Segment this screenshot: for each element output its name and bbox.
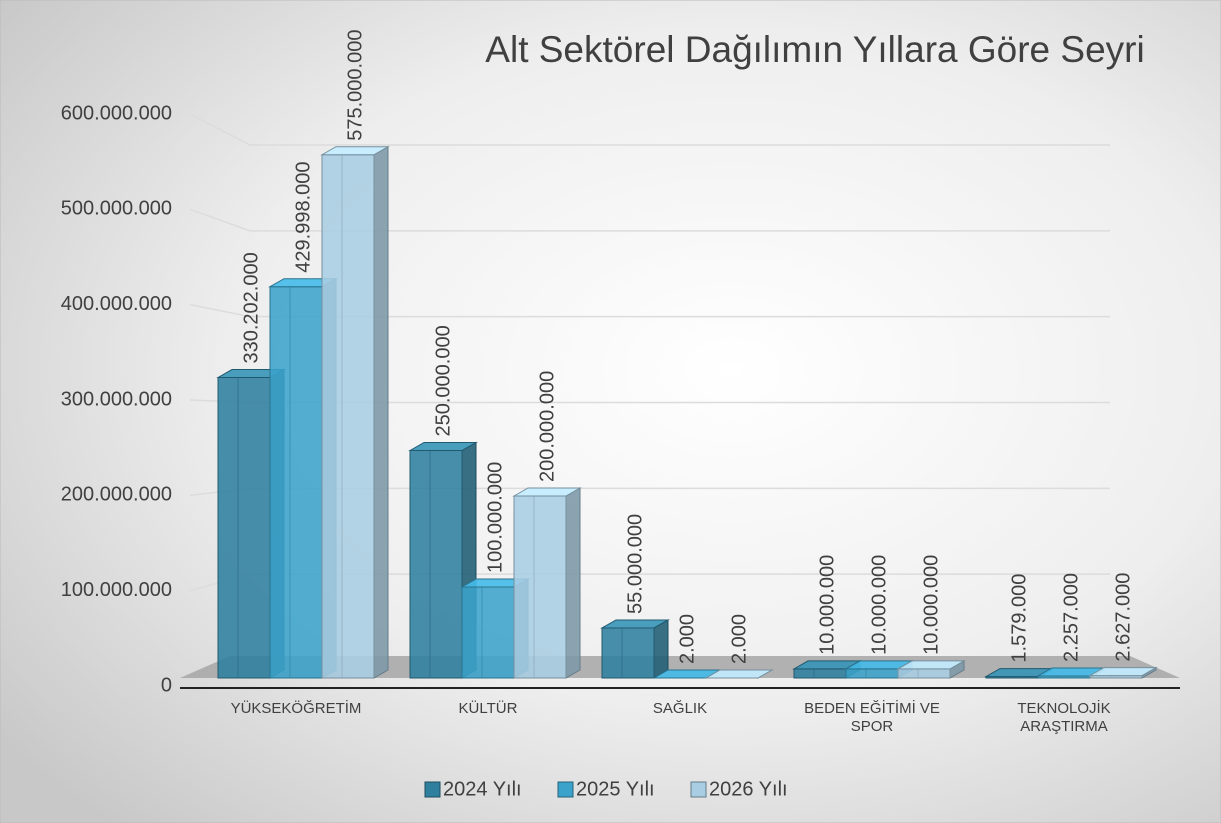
value-label: 10.000.000 bbox=[920, 555, 942, 655]
legend-swatch bbox=[424, 781, 441, 798]
bar-side bbox=[373, 145, 389, 679]
bar-front bbox=[409, 450, 463, 679]
bar-top bbox=[600, 619, 670, 629]
legend-swatch bbox=[557, 781, 574, 798]
value-label: 330.202.000 bbox=[240, 252, 262, 363]
y-tick-label: 400.000.000 bbox=[61, 293, 172, 315]
value-label: 250.000.000 bbox=[432, 325, 454, 436]
value-label: 2.627.000 bbox=[1112, 573, 1134, 662]
bar bbox=[896, 660, 966, 679]
value-label: 10.000.000 bbox=[816, 555, 838, 655]
bar-side bbox=[653, 619, 669, 679]
bar-front bbox=[461, 586, 515, 679]
value-label: 429.998.000 bbox=[292, 161, 314, 272]
bar-top bbox=[896, 660, 966, 670]
value-label: 2.257.000 bbox=[1060, 573, 1082, 662]
y-tick-label: 200.000.000 bbox=[61, 484, 172, 506]
grid-line bbox=[189, 303, 1110, 318]
bar-front bbox=[513, 495, 567, 679]
bar bbox=[320, 145, 390, 679]
bar-top bbox=[320, 146, 390, 156]
x-tick-label: TEKNOLOJİK ARAŞTIRMA bbox=[1017, 700, 1111, 735]
bar-front bbox=[793, 668, 847, 679]
bar bbox=[600, 619, 670, 679]
bar-front bbox=[321, 154, 375, 679]
value-label: 100.000.000 bbox=[484, 462, 506, 573]
y-tick-label: 0 bbox=[161, 674, 172, 696]
legend-label: 2025 Yılı bbox=[576, 778, 655, 800]
y-tick-label: 600.000.000 bbox=[61, 102, 172, 124]
bar bbox=[1088, 666, 1158, 679]
grid-line bbox=[189, 208, 1110, 232]
x-tick-label: SAĞLIK bbox=[652, 700, 708, 717]
legend-label: 2026 Yılı bbox=[709, 778, 788, 800]
bar-top bbox=[512, 487, 582, 497]
bar-side bbox=[565, 487, 581, 679]
bar-top bbox=[704, 669, 774, 679]
bar-top bbox=[1088, 667, 1158, 677]
grid-line bbox=[189, 113, 1110, 146]
x-tick-label: KÜLTÜR bbox=[458, 700, 518, 717]
bar-front bbox=[897, 668, 951, 679]
bar-front bbox=[217, 377, 271, 679]
legend-label: 2024 Yılı bbox=[443, 778, 522, 800]
value-label: 2.000 bbox=[728, 614, 750, 664]
bar bbox=[512, 487, 582, 679]
y-tick-label: 100.000.000 bbox=[61, 579, 172, 601]
bar-front bbox=[601, 627, 655, 679]
value-label: 200.000.000 bbox=[536, 371, 558, 482]
y-tick-label: 300.000.000 bbox=[61, 388, 172, 410]
bar bbox=[704, 669, 774, 679]
y-tick-label: 500.000.000 bbox=[61, 198, 172, 220]
bar-top bbox=[408, 442, 478, 451]
x-tick-label: YÜKSEKÖĞRETİM bbox=[230, 700, 362, 717]
value-label: 10.000.000 bbox=[868, 555, 890, 655]
value-label: 1.579.000 bbox=[1008, 574, 1030, 663]
bar-front bbox=[269, 286, 323, 679]
value-label: 575.000.000 bbox=[344, 30, 366, 141]
chart-title: Alt Sektörel Dağılımın Yıllara Göre Seyr… bbox=[485, 29, 1144, 70]
value-label: 2.000 bbox=[676, 614, 698, 664]
x-tick-label: BEDEN EĞİTİMİ VE SPOR bbox=[804, 700, 940, 735]
legend-swatch bbox=[690, 781, 707, 798]
bar-front bbox=[845, 668, 899, 679]
value-label: 55.000.000 bbox=[624, 514, 646, 614]
